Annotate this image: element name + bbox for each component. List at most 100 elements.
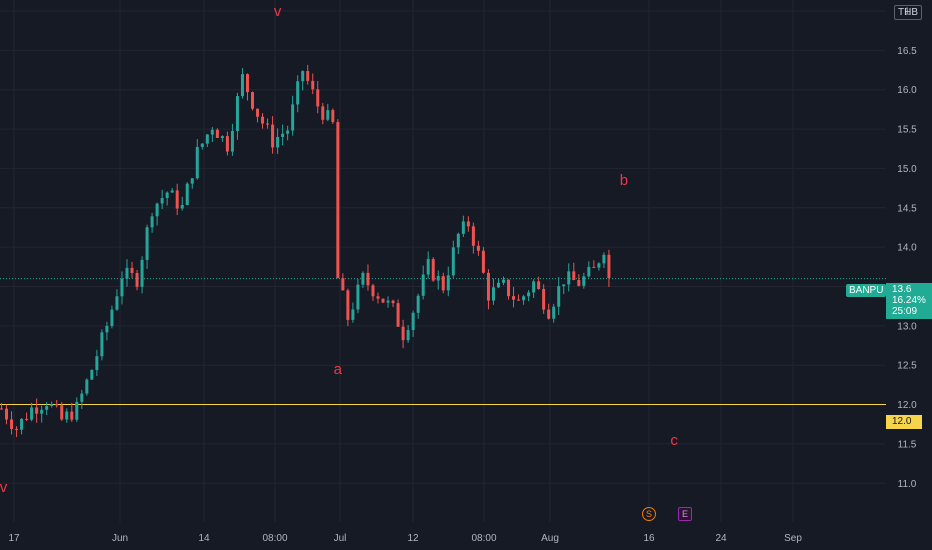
level-price-box: 12.0 [886,415,922,429]
candle-body [476,245,480,251]
candle-body [215,129,219,138]
candle-body [537,281,541,289]
candle-body [185,183,189,205]
candlestick-series[interactable] [0,64,611,438]
candle [70,402,74,422]
candle [386,296,390,308]
candle-body [281,133,285,137]
candle [336,119,340,279]
candle-body [301,71,305,82]
candle-body [175,190,179,209]
split-event-icon[interactable]: S [642,507,656,521]
candle-body [381,298,385,303]
candle-body [512,296,516,300]
candle-body [466,221,470,227]
candle [15,426,19,438]
wave-label: v [0,479,8,496]
candle [35,398,39,423]
candle [125,259,129,287]
candle [607,249,611,287]
candle [55,399,59,408]
candle-body [341,278,345,291]
candle-body [597,263,601,268]
time-tick-label: 17 [8,533,20,544]
candle-body [180,204,184,209]
candle [491,278,495,305]
time-tick-label: 24 [715,533,727,544]
candle [180,196,184,211]
candle-body [582,276,586,286]
price-tick-label: 11.5 [898,439,917,450]
candle-body [195,146,199,179]
candle-body [80,393,84,402]
time-tick-label: 16 [643,533,655,544]
candle [486,269,490,310]
candle-body [190,178,194,184]
candle [110,305,114,329]
candle [456,232,460,255]
candle-body [145,227,149,260]
candle-body [90,369,94,380]
candle [381,298,385,304]
candle-body [441,276,445,291]
candle [296,75,300,113]
candle-body [205,134,209,144]
time-axis[interactable]: 17 Jun 14 08:00 Jul 12 08:00 Aug 16 24 Sep [8,533,802,544]
candle [205,133,209,147]
candle [557,277,561,315]
ticker-badge: BANPU [846,284,887,297]
candle [512,286,516,308]
candle-body [25,418,29,420]
candle [185,182,189,206]
candle-body [331,110,335,123]
price-tick-label: 14.0 [897,243,917,254]
candle-body [271,124,275,148]
candle [45,402,49,416]
candle-body [135,273,139,287]
candle-body [542,288,546,310]
candle-body [607,254,611,279]
candle [85,378,89,396]
candle-body [446,275,450,291]
candle [411,310,415,337]
candle-body [286,130,290,134]
candle-body [65,411,69,420]
candle [200,143,204,150]
candle [60,402,64,421]
candle-body [356,284,360,310]
candle [75,397,79,422]
candle-body [235,96,239,132]
candle [517,294,521,301]
chart-grid [0,0,885,522]
candle-body [336,122,340,279]
candle-body [306,71,310,81]
candle-body [276,136,280,148]
currency-label[interactable]: THB [894,5,922,20]
candle-body [40,409,44,414]
price-tick-label: 12.5 [897,361,917,372]
candle-body [321,106,325,120]
candle [135,269,139,291]
candle [170,187,174,193]
time-tick-label: Jul [334,533,347,544]
candle-body [95,356,99,370]
time-tick-label: 12 [407,533,419,544]
candle-body [401,326,405,341]
earnings-event-icon[interactable]: E [678,507,692,521]
candle [316,80,320,114]
candle-body [602,254,606,264]
candle-body [491,287,495,301]
candle-body [45,405,49,410]
candle-body [291,104,295,131]
candle-body [517,299,521,301]
candle-body [225,136,229,152]
candle [406,324,410,343]
candle-body [426,259,430,275]
candle [90,369,94,381]
price-tick-label: 1 [904,7,910,18]
candle [481,247,485,274]
candle [602,252,606,269]
candle-body [436,276,440,281]
candle-body [496,282,500,288]
